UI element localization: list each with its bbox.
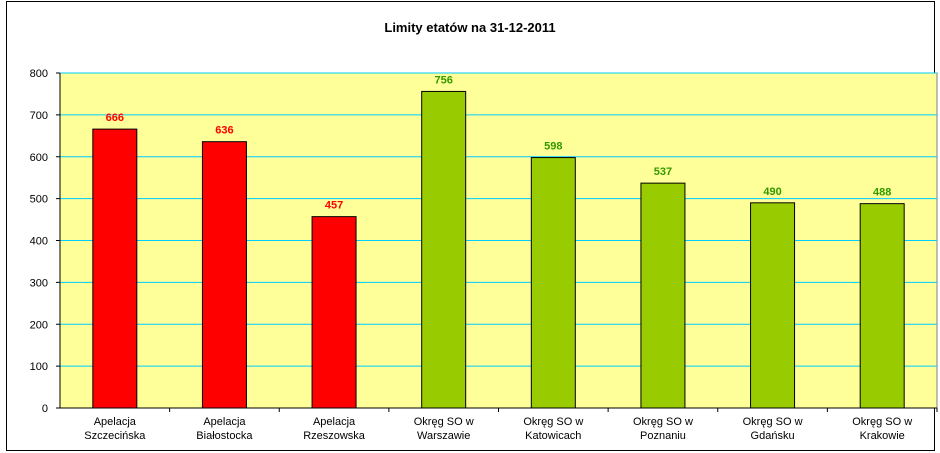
y-tick-label: 100 xyxy=(30,361,48,373)
category-label-line: Okręg SO w xyxy=(852,416,912,428)
category-label: Okręg SO w Krakowie xyxy=(852,416,912,442)
data-label: 598 xyxy=(544,141,562,153)
category-label-line: Warszawie xyxy=(417,430,470,442)
y-tick-label: 800 xyxy=(30,68,48,80)
bar xyxy=(530,157,576,409)
category-label-line: Poznaniu xyxy=(640,430,686,442)
y-tick-label: 500 xyxy=(30,194,48,206)
data-label: 490 xyxy=(763,186,781,198)
category-label-line: Katowicach xyxy=(525,430,581,442)
category-label: Apelacja Szczecińska xyxy=(84,416,146,442)
category-label-line: Krakowie xyxy=(860,430,905,442)
data-label: 537 xyxy=(654,166,672,178)
data-label: 457 xyxy=(325,200,343,212)
category-label-line: Apelacja xyxy=(313,416,356,428)
y-tick-label: 600 xyxy=(30,152,48,164)
data-label: 636 xyxy=(215,125,233,137)
data-label: 756 xyxy=(435,74,453,86)
y-tick-label: 400 xyxy=(30,236,48,248)
bar xyxy=(421,90,467,409)
category-label-line: Okręg SO w xyxy=(633,416,693,428)
category-label-line: Okręg SO w xyxy=(743,416,803,428)
category-label-line: Gdańsku xyxy=(751,430,795,442)
bar xyxy=(311,216,357,409)
category-label-line: Okręg SO w xyxy=(523,416,583,428)
bar xyxy=(92,128,138,409)
category-label: Apelacja Białostocka xyxy=(196,416,253,442)
data-label: 666 xyxy=(106,112,124,124)
bar xyxy=(750,202,796,409)
y-tick-label: 700 xyxy=(30,110,48,122)
y-tick-label: 200 xyxy=(30,319,48,331)
category-label-line: Rzeszowska xyxy=(303,430,366,442)
category-label-line: Szczecińska xyxy=(84,430,146,442)
category-label-line: Okręg SO w xyxy=(414,416,474,428)
category-label: Okręg SO w Gdańsku xyxy=(743,416,803,442)
data-label: 488 xyxy=(873,187,891,199)
category-label-line: Apelacja xyxy=(203,416,246,428)
category-label: Okręg SO w Katowicach xyxy=(523,416,583,442)
category-label-line: Białostocka xyxy=(196,430,253,442)
bar xyxy=(859,203,905,409)
chart-title: Limity etatów na 31-12-2011 xyxy=(384,20,556,35)
bar xyxy=(640,182,686,409)
y-tick-label: 300 xyxy=(30,277,48,289)
category-label: Okręg SO w Warszawie xyxy=(414,416,474,442)
y-tick-label: 0 xyxy=(42,403,48,415)
category-label: Apelacja Rzeszowska xyxy=(303,416,366,442)
category-label: Okręg SO w Poznaniu xyxy=(633,416,693,442)
category-label-line: Apelacja xyxy=(94,416,137,428)
bar xyxy=(201,141,247,409)
